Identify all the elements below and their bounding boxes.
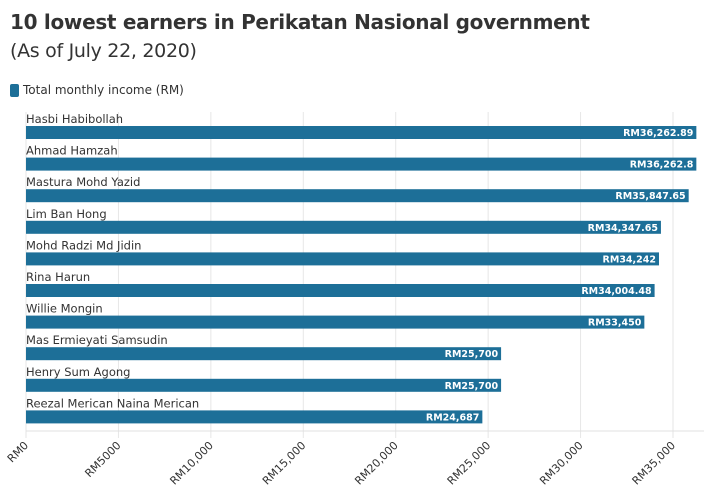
legend-label: Total monthly income (RM) xyxy=(23,83,184,97)
bar xyxy=(26,220,661,234)
value-label: RM34,347.65 xyxy=(588,223,658,234)
value-label: RM24,687 xyxy=(426,412,479,423)
bar xyxy=(26,347,502,361)
category-label: Hasbi Habibollah xyxy=(26,112,123,126)
category-label: Rina Harun xyxy=(26,270,90,284)
bar xyxy=(26,189,689,203)
bar xyxy=(26,410,483,424)
value-label: RM25,700 xyxy=(445,381,499,392)
value-label: RM34,242 xyxy=(603,254,656,265)
x-tick-label: RM25,000 xyxy=(445,439,494,488)
value-label: RM35,847.65 xyxy=(615,191,685,202)
category-label: Mas Ermieyati Samsudin xyxy=(26,333,168,347)
x-tick-label: RM15,000 xyxy=(260,439,309,488)
x-tick-label: RM20,000 xyxy=(352,439,401,488)
value-label: RM36,262.8 xyxy=(630,160,694,171)
bar xyxy=(26,315,645,329)
x-tick-label: RM35,000 xyxy=(630,439,679,488)
legend-swatch xyxy=(10,83,19,97)
category-label: Henry Sum Agong xyxy=(26,365,130,379)
bar xyxy=(26,157,697,171)
bar xyxy=(26,252,659,266)
category-label: Mastura Mohd Yazid xyxy=(26,175,140,189)
legend: Total monthly income (RM) xyxy=(10,83,184,97)
value-label: RM36,262.89 xyxy=(623,128,693,139)
x-tick-label: RM30,000 xyxy=(537,439,586,488)
value-label: RM33,450 xyxy=(588,318,642,329)
x-tick-label: RM10,000 xyxy=(167,439,216,488)
value-label: RM34,004.48 xyxy=(581,286,652,297)
category-label: Reezal Merican Naina Merican xyxy=(26,396,199,410)
category-label: Willie Mongin xyxy=(26,302,103,316)
x-tick-label: RM0 xyxy=(5,439,31,465)
category-label: Mohd Radzi Md Jidin xyxy=(26,238,141,252)
bar xyxy=(26,126,697,139)
category-label: Ahmad Hamzah xyxy=(26,144,118,158)
value-label: RM25,700 xyxy=(445,349,499,360)
bar xyxy=(26,284,655,297)
x-tick-label: RM5000 xyxy=(82,439,123,480)
chart-title: 10 lowest earners in Perikatan Nasional … xyxy=(10,10,590,34)
chart-subtitle: (As of July 22, 2020) xyxy=(10,40,197,62)
category-label: Lim Ban Hong xyxy=(26,207,107,221)
bar xyxy=(26,378,502,392)
